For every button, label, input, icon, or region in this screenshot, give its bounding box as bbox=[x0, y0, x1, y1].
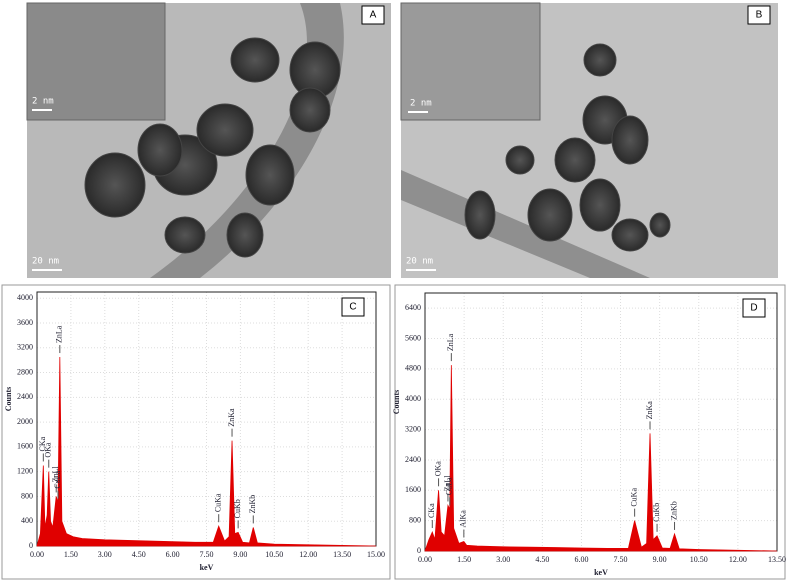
peak-label: ZnLl bbox=[443, 475, 452, 492]
x-tick-label: 9.00 bbox=[653, 555, 667, 564]
x-tick-label: 3.00 bbox=[98, 550, 112, 559]
panel-label-box bbox=[341, 297, 365, 317]
y-tick-label: 400 bbox=[21, 516, 33, 525]
peak-label: CuKb bbox=[233, 499, 242, 518]
y-tick-label: 2000 bbox=[17, 417, 33, 426]
x-tick-label: 15.00 bbox=[367, 550, 385, 559]
spectrum-area bbox=[424, 365, 778, 552]
x-tick-label: 12.00 bbox=[729, 555, 747, 564]
peak-label: CuLa bbox=[445, 477, 454, 495]
peak-label: CuKa bbox=[629, 488, 638, 507]
y-axis-label: Counts bbox=[392, 390, 401, 414]
scale-label: 20 nm bbox=[406, 257, 433, 267]
chart-frame bbox=[394, 284, 786, 580]
y-tick-label: 5600 bbox=[405, 333, 421, 342]
x-tick-label: 4.50 bbox=[132, 550, 146, 559]
x-tick-label: 13.50 bbox=[333, 550, 351, 559]
y-tick-label: 0 bbox=[417, 546, 421, 555]
y-axis-label: Counts bbox=[4, 387, 13, 411]
peak-label: ZnKb bbox=[669, 501, 678, 520]
y-tick-label: 800 bbox=[409, 515, 421, 524]
inset-scale-label: 2 nm bbox=[32, 97, 54, 107]
x-tick-label: 9.00 bbox=[233, 550, 247, 559]
peak-label: ZnLa bbox=[446, 333, 455, 351]
tem-image-b: 2 nm 20 nm B bbox=[400, 2, 778, 278]
x-tick-label: 7.50 bbox=[614, 555, 628, 564]
peak-label: ZnLl bbox=[51, 466, 60, 483]
panel-label: C bbox=[349, 302, 356, 313]
peak-label: CKa bbox=[427, 503, 436, 518]
peak-label: CuKa bbox=[214, 493, 223, 512]
y-tick-label: 1600 bbox=[17, 442, 33, 451]
x-tick-label: 3.00 bbox=[496, 555, 510, 564]
y-tick-label: 4000 bbox=[17, 293, 33, 302]
y-tick-label: 2800 bbox=[17, 367, 33, 376]
x-tick-label: 0.00 bbox=[418, 555, 432, 564]
x-tick-label: 6.00 bbox=[166, 550, 180, 559]
y-tick-label: 3200 bbox=[17, 343, 33, 352]
x-tick-label: 10.50 bbox=[690, 555, 708, 564]
peak-label: CKa bbox=[38, 436, 47, 451]
y-tick-label: 2400 bbox=[405, 455, 421, 464]
x-tick-label: 4.50 bbox=[535, 555, 549, 564]
y-tick-label: 1600 bbox=[405, 485, 421, 494]
inset-scale-label: 2 nm bbox=[410, 99, 432, 109]
panel-label-box bbox=[742, 298, 766, 318]
y-tick-label: 4800 bbox=[405, 364, 421, 373]
x-tick-label: 7.50 bbox=[200, 550, 214, 559]
peak-label: ZnKb bbox=[248, 495, 257, 514]
peak-label: ZnKa bbox=[227, 408, 236, 427]
peak-label: CuKb bbox=[652, 503, 661, 522]
x-axis-label: keV bbox=[200, 563, 214, 572]
spectrum-area bbox=[36, 357, 377, 547]
plot-frame bbox=[424, 292, 778, 552]
peak-label: ZnLa bbox=[55, 325, 64, 343]
y-tick-label: 800 bbox=[21, 491, 33, 500]
x-tick-label: 0.00 bbox=[30, 550, 44, 559]
y-tick-label: 4000 bbox=[405, 394, 421, 403]
panel-label: D bbox=[750, 303, 757, 314]
y-tick-label: 1200 bbox=[17, 466, 33, 475]
peak-label: ZnKa bbox=[645, 401, 654, 420]
x-tick-label: 6.00 bbox=[574, 555, 588, 564]
peak-label: OKa bbox=[44, 442, 53, 458]
y-tick-label: 2400 bbox=[17, 392, 33, 401]
x-tick-label: 13.50 bbox=[768, 555, 786, 564]
y-tick-label: 3200 bbox=[405, 424, 421, 433]
y-tick-label: 0 bbox=[29, 541, 33, 550]
chart-frame bbox=[1, 284, 391, 580]
x-tick-label: 12.00 bbox=[299, 550, 317, 559]
tem-image-a: 2 nm 20 nm A bbox=[26, 2, 391, 278]
scale-label: 20 nm bbox=[32, 257, 59, 267]
panel-label: B bbox=[756, 10, 763, 21]
x-axis-label: keV bbox=[594, 568, 608, 577]
x-tick-label: 10.50 bbox=[265, 550, 283, 559]
panel-label: A bbox=[370, 10, 377, 21]
x-tick-label: 1.50 bbox=[64, 550, 78, 559]
y-tick-label: 3600 bbox=[17, 318, 33, 327]
peak-label: AlKa bbox=[459, 510, 468, 528]
peak-label: OKa bbox=[433, 461, 442, 477]
peak-label: CuLa bbox=[53, 470, 62, 488]
y-tick-label: 6400 bbox=[405, 303, 421, 312]
x-tick-label: 1.50 bbox=[457, 555, 471, 564]
